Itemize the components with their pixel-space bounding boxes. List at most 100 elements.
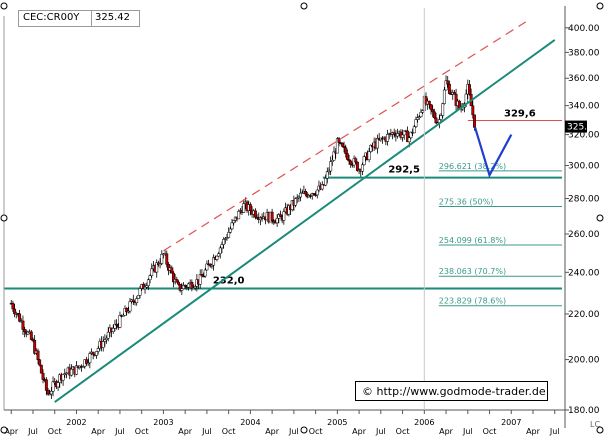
candle-down <box>434 117 438 124</box>
y-tick-label: 280.00 <box>568 195 600 205</box>
candle-up <box>232 220 236 224</box>
candle-up <box>88 353 92 364</box>
candle-up <box>220 244 224 249</box>
candle-down <box>446 80 450 85</box>
candle-up <box>376 138 379 149</box>
candle-down <box>347 159 351 162</box>
candle-up <box>126 310 130 313</box>
symbol-label: CEC:CR00Y <box>23 12 80 23</box>
resize-handle[interactable] <box>596 2 604 10</box>
candle-up <box>369 145 373 152</box>
candle-up <box>51 381 55 392</box>
candle-up <box>444 80 448 91</box>
support-label-292: 292,5 <box>388 165 420 176</box>
x-tick-label: Oct <box>135 427 149 436</box>
candle-down <box>183 284 187 287</box>
candle-up <box>230 222 234 230</box>
x-tick-label: 2002 <box>66 418 86 427</box>
candle-down <box>312 193 316 195</box>
candle-down <box>178 284 182 291</box>
candle-up <box>222 239 226 245</box>
candle-up <box>402 130 406 136</box>
candle-down <box>125 308 129 313</box>
resize-handle[interactable] <box>300 426 308 434</box>
candle-down <box>431 109 435 113</box>
candle-down <box>344 147 348 154</box>
candle-up <box>205 263 209 271</box>
candle-up <box>294 198 297 206</box>
candle-down <box>354 158 358 163</box>
candle-up <box>332 151 336 161</box>
candle-up <box>96 348 100 352</box>
candle-up <box>150 268 154 276</box>
y-tick-label: 260.00 <box>568 230 600 240</box>
candle-up <box>439 115 443 120</box>
candle-up <box>282 211 286 221</box>
candle-up <box>360 164 364 172</box>
last-price-label: 325.42 <box>567 123 599 133</box>
candle-down <box>175 279 179 283</box>
candle-down <box>115 323 119 326</box>
credit-box[interactable]: © http://www.godmode-trader.de <box>355 381 548 401</box>
candle-up <box>187 283 190 288</box>
x-tick-label: Jul <box>462 427 473 436</box>
x-tick-label: Apr <box>265 427 280 436</box>
candle-down <box>452 92 456 95</box>
fib-level-label: 275.36 (50%) <box>439 198 494 207</box>
candle-up <box>182 284 185 289</box>
candle-up <box>464 93 468 104</box>
x-tick-label: 2007 <box>501 418 521 427</box>
support-label-232: 232,0 <box>213 276 245 287</box>
candle-down <box>279 214 282 217</box>
candle-up <box>414 119 418 127</box>
y-tick-label: 240.00 <box>568 268 600 278</box>
candle-down <box>429 104 433 110</box>
resize-handle[interactable] <box>596 426 604 434</box>
candle-up <box>325 171 329 179</box>
resize-handle[interactable] <box>300 2 308 10</box>
resize-handle[interactable] <box>0 214 8 222</box>
y-tick-label: 320.00 <box>568 131 600 141</box>
x-tick-label: Jul <box>288 427 299 436</box>
candle-down <box>342 146 346 149</box>
resize-handle[interactable] <box>0 2 8 10</box>
y-tick-label: 380.00 <box>568 48 600 58</box>
candle-up <box>417 116 421 118</box>
candle-up <box>275 218 279 224</box>
candle-up <box>64 372 68 375</box>
candle-down <box>457 100 461 109</box>
candle-up <box>148 275 152 281</box>
x-tick-label: Jul <box>549 427 560 436</box>
symbol-box: CEC:CR00Y 325.42 <box>18 10 140 27</box>
candle-up <box>103 339 107 342</box>
candle-down <box>91 351 95 355</box>
candle-down <box>11 303 15 310</box>
x-tick-label: Oct <box>309 427 323 436</box>
candle-up <box>75 365 78 375</box>
candle-down <box>355 161 359 172</box>
candle-up <box>143 287 147 290</box>
candle-up <box>299 192 303 198</box>
candle-up <box>146 279 150 286</box>
x-tick-label: Jul <box>201 427 212 436</box>
candle-down <box>177 281 180 285</box>
candle-up <box>118 315 122 328</box>
candle-down <box>165 253 169 265</box>
candle-up <box>419 112 423 117</box>
axes: 180.00 200.00 220.00 240.00 260.00 280.00 300.… <box>3 6 600 436</box>
candle-down <box>468 84 471 95</box>
candle-up <box>61 374 65 381</box>
candle-up <box>396 133 400 137</box>
resize-handle[interactable] <box>596 214 604 222</box>
resize-handle[interactable] <box>0 426 8 434</box>
candle-down <box>166 263 170 271</box>
candle-up <box>401 134 405 138</box>
candle-down <box>471 105 475 116</box>
candle-down <box>272 220 276 223</box>
x-tick-label: Jul <box>114 427 125 436</box>
candle-up <box>329 161 333 172</box>
x-tick-label: 2003 <box>153 418 173 427</box>
y-tick-label: 200.00 <box>568 356 600 366</box>
candle-up <box>101 341 105 348</box>
x-tick-label: Oct <box>48 427 62 436</box>
